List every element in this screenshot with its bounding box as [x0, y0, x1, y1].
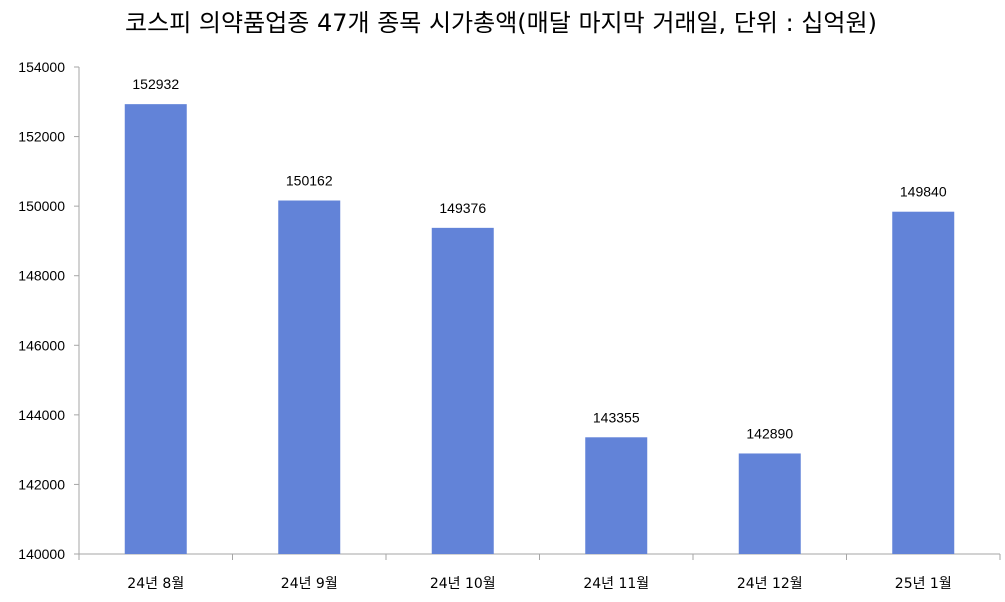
y-tick-label: 150000 — [18, 198, 65, 214]
x-axis: 24년 8월 24년 9월 24년 10월 24년 11월 24년 12월 25년 1월 — [78, 553, 1001, 592]
y-tick-label: 154000 — [18, 59, 65, 75]
bar — [585, 437, 648, 554]
y-tick-label: 148000 — [18, 268, 65, 284]
x-category-label: 24년 10월 — [430, 576, 496, 592]
x-category-label: 24년 12월 — [737, 576, 803, 592]
bar — [738, 453, 801, 554]
bar — [892, 211, 955, 555]
x-category-label: 25년 1월 — [895, 576, 952, 592]
y-tick-label: 144000 — [18, 407, 65, 423]
bar-value-label: 149840 — [900, 184, 947, 200]
x-category-label: 24년 9월 — [281, 576, 338, 592]
chart-title: 코스피 의약품업종 47개 종목 시가총액(매달 마지막 거래일, 단위 : 십… — [125, 9, 877, 37]
bar-value-label: 149376 — [439, 200, 486, 216]
y-tick-label: 142000 — [18, 476, 65, 492]
data-labels: 152932 150162 149376 143355 142890 149840 — [132, 76, 946, 441]
bar — [278, 200, 341, 554]
y-tick-label: 146000 — [18, 337, 65, 353]
y-axis: 140000 142000 144000 146000 148000 150000 1520… — [18, 59, 80, 562]
bar-value-label: 150162 — [286, 173, 333, 189]
bar-value-label: 152932 — [132, 76, 179, 92]
x-category-label: 24년 11월 — [583, 576, 649, 592]
y-tick-label: 152000 — [18, 129, 65, 145]
bar-value-label: 143355 — [593, 409, 640, 425]
bars — [124, 104, 955, 555]
y-tick-label: 140000 — [18, 546, 65, 562]
bar-value-label: 142890 — [746, 425, 793, 441]
bar — [431, 227, 494, 555]
bar — [124, 104, 187, 554]
x-category-label: 24년 8월 — [127, 576, 184, 592]
